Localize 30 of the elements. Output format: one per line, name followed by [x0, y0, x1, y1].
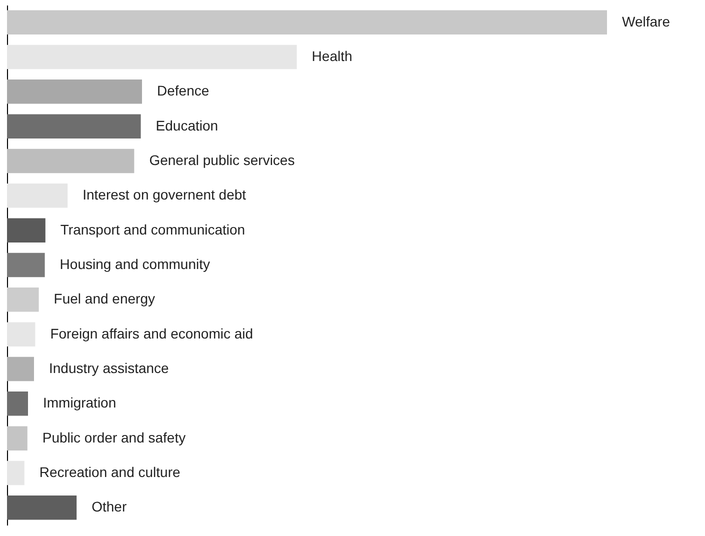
bar — [7, 288, 39, 312]
y-tick-label: Education — [156, 117, 218, 134]
y-tick-label: Housing and community — [60, 256, 210, 272]
y-tick-label: Interest on governent debt — [82, 186, 246, 203]
y-tick-label: Public order and safety — [42, 429, 186, 446]
y-tick-label: Industry assistance — [49, 360, 170, 376]
bar — [7, 460, 24, 486]
bar — [7, 80, 142, 104]
y-tick-label: Foreign affairs and economic aid — [50, 325, 254, 342]
bar — [7, 114, 141, 138]
bar — [7, 356, 34, 382]
bar — [7, 10, 607, 34]
y-tick-label: Defence — [157, 82, 210, 99]
y-tick-label: Transport and communication — [60, 221, 246, 238]
y-tick-label: Recreation and culture — [39, 464, 180, 480]
bar — [7, 148, 134, 174]
bar — [7, 218, 46, 242]
y-tick-label: Health — [312, 48, 352, 64]
bar — [7, 184, 68, 208]
y-tick-label: Other — [92, 498, 127, 515]
y-tick-label: Welfare — [622, 13, 670, 30]
y-tick-label: Fuel and energy — [54, 290, 155, 307]
bar — [7, 392, 28, 416]
y-tick-label: Immigration — [43, 394, 116, 411]
bar — [7, 252, 45, 278]
bar — [7, 496, 77, 520]
bar — [7, 426, 28, 450]
bar — [7, 322, 36, 346]
y-tick-label: General public services — [149, 152, 295, 168]
bar — [7, 44, 297, 70]
